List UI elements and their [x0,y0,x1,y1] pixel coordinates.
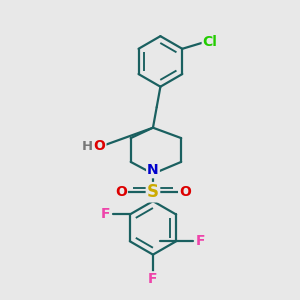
Text: S: S [147,183,159,201]
Text: O: O [179,185,191,199]
Text: F: F [100,208,110,221]
Text: O: O [94,140,105,153]
Text: H: H [82,140,93,153]
Text: F: F [148,272,158,286]
Text: N: N [147,163,159,177]
Text: F: F [196,234,206,248]
Text: O: O [115,185,127,199]
Text: Cl: Cl [203,35,218,50]
